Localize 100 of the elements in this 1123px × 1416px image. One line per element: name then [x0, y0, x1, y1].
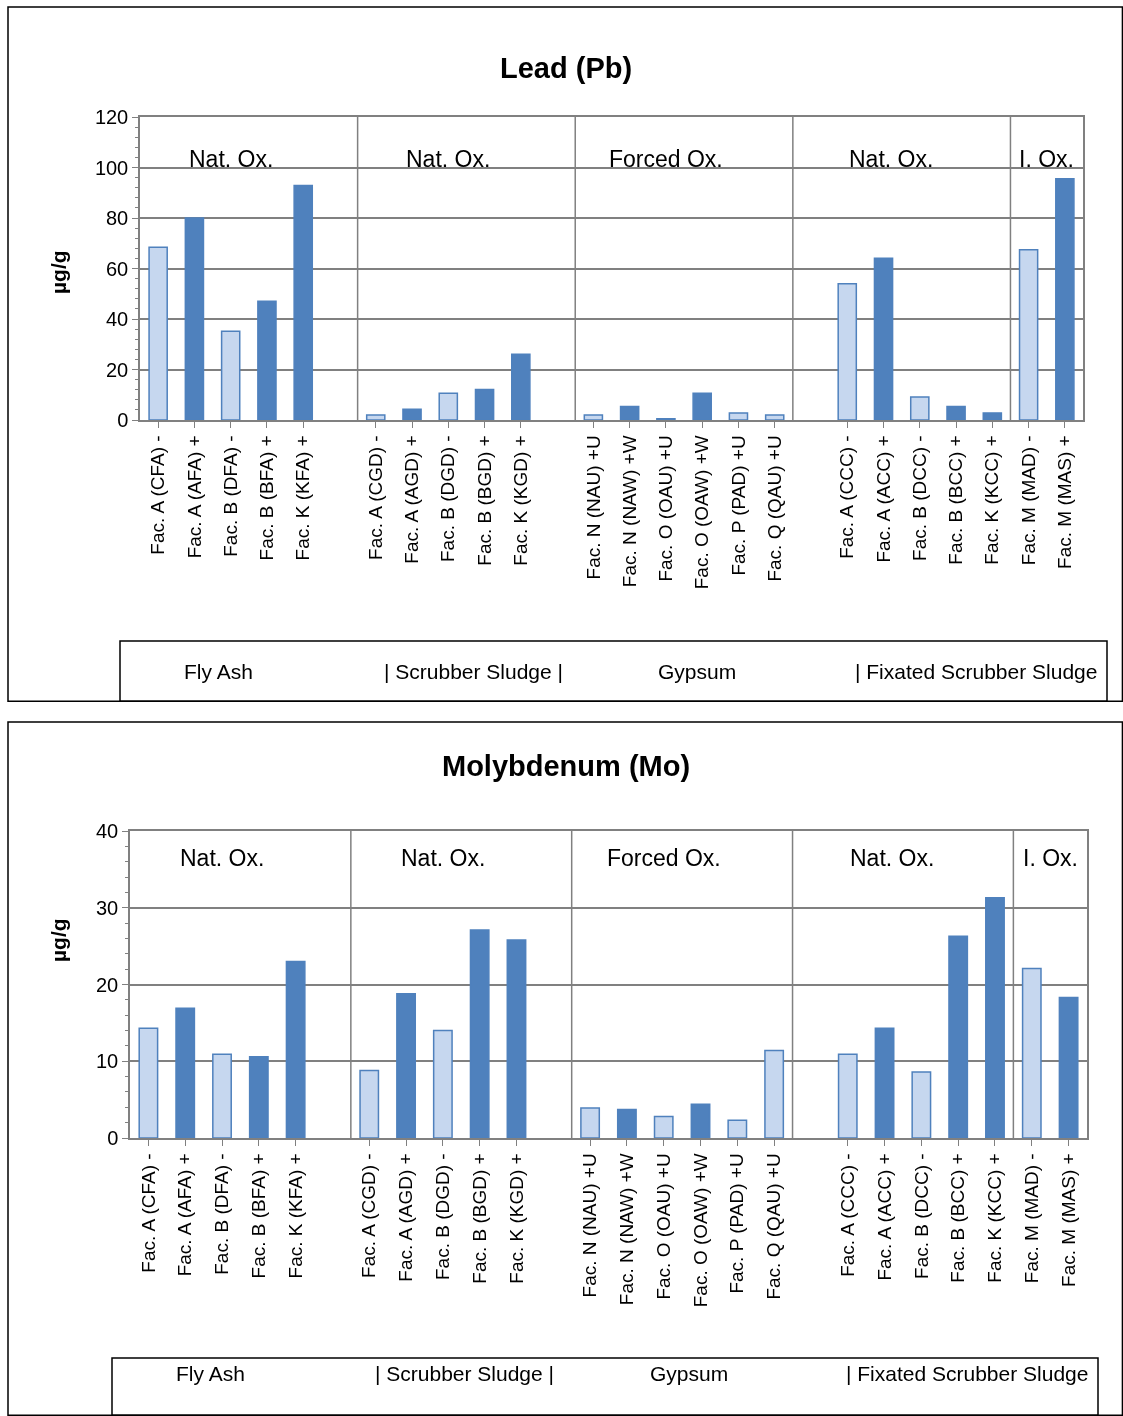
- text: | Fixated Scrubber Sludge: [846, 1362, 1089, 1385]
- x-tick-label: Fac. A (CGD) -: [364, 435, 386, 560]
- bar: [690, 1103, 711, 1138]
- x-tick-label: Fac. N (NAW) +W: [616, 1153, 638, 1306]
- x-tick-label: Fac. A (AGD) +: [395, 1153, 417, 1282]
- y-tick-label: 10: [96, 1050, 119, 1073]
- bar: [285, 960, 306, 1138]
- x-tick-label: Fac. B (BFA) +: [256, 435, 278, 561]
- bar: [1021, 967, 1042, 1138]
- bar: [511, 353, 531, 420]
- y-tick-label: 100: [94, 156, 129, 179]
- bar: [580, 1107, 601, 1138]
- bar: [764, 414, 785, 420]
- bar: [359, 1069, 380, 1138]
- text: Gypsum: [650, 1362, 729, 1385]
- x-tick-label: Fac. A (ACC) +: [872, 435, 894, 563]
- x-tick-label: Fac. A (AGD) +: [401, 435, 423, 564]
- x-tick-label: Fac. O (OAU) +U: [652, 1153, 674, 1300]
- x-tick-label: Fac. B (DFA) -: [219, 435, 241, 557]
- bar: [911, 1071, 932, 1138]
- bar: [982, 412, 1003, 420]
- x-tick-label: Fac. A (CGD) -: [358, 1153, 380, 1278]
- x-tick-label: Fac. K (KGD) +: [510, 435, 532, 566]
- bar: [946, 405, 966, 420]
- bar: [1055, 178, 1075, 420]
- x-tick-label: Fac. P (PAD) +U: [727, 435, 749, 576]
- annotation: I. Ox.: [1019, 146, 1074, 172]
- text: Gypsum: [658, 660, 737, 683]
- x-tick-label: Fac. B (DCC) -: [910, 1153, 932, 1279]
- x-tick-label: Fac. B (DFA) -: [211, 1153, 233, 1275]
- bar: [1058, 996, 1079, 1138]
- annotation: Nat. Ox.: [180, 845, 265, 871]
- x-tick-label: Fac. K (KCC) +: [984, 1153, 1006, 1283]
- x-tick-label: Fac. B (BFA) +: [248, 1153, 270, 1279]
- text: Fly Ash: [184, 660, 253, 683]
- y-tick-label: 30: [96, 896, 119, 919]
- bar: [402, 408, 422, 420]
- chart-title: Lead (Pb): [500, 52, 633, 84]
- bar: [948, 935, 969, 1138]
- bar: [138, 1027, 159, 1138]
- bar: [874, 1027, 895, 1138]
- y-tick-label: 40: [96, 820, 119, 842]
- bar: [257, 300, 277, 420]
- y-tick-label: 0: [107, 1127, 119, 1149]
- annotation: Nat. Ox.: [189, 146, 274, 172]
- annotation: Forced Ox.: [607, 845, 721, 871]
- x-tick-label: Fac. B (BGD) +: [473, 435, 495, 566]
- x-tick-label: Fac. O (OAW) +W: [691, 435, 713, 590]
- y-tick-label: 80: [106, 207, 129, 229]
- annotation: Nat. Ox.: [849, 146, 934, 172]
- x-tick-label: Fac. O (OAW) +W: [689, 1153, 711, 1308]
- x-tick-label: Fac. K (KFA) +: [284, 1153, 306, 1279]
- x-tick-label: Fac. A (CFA) -: [147, 435, 169, 555]
- x-tick-label: Fac. K (KCC) +: [981, 435, 1003, 565]
- x-tick-label: Fac. O (OAU) +U: [655, 435, 677, 582]
- bar: [764, 1049, 785, 1138]
- x-tick-label: Fac. B (BCC) +: [945, 435, 967, 565]
- x-tick-label: Fac. A (ACC) +: [873, 1153, 895, 1281]
- x-tick-label: Fac. B (DGD) -: [432, 1153, 454, 1281]
- annotation: Nat. Ox.: [401, 845, 486, 871]
- x-tick-label: Fac. Q (QAU) +U: [763, 435, 785, 582]
- text: Fly Ash: [176, 1362, 245, 1385]
- bar: [212, 1053, 232, 1138]
- x-tick-label: Fac. M (MAS) +: [1054, 435, 1076, 569]
- x-tick-label: Fac. N (NAU) +U: [579, 1153, 601, 1298]
- bar: [148, 246, 168, 420]
- bar: [438, 392, 459, 420]
- x-tick-label: Fac. A (CFA) -: [137, 1153, 159, 1273]
- y-tick-label: 60: [106, 257, 129, 280]
- x-tick-label: Fac. M (MAD) -: [1020, 1153, 1042, 1284]
- bar: [909, 396, 930, 420]
- bar: [727, 1119, 748, 1138]
- x-tick-label: Fac. N (NAW) +W: [618, 435, 640, 588]
- bar: [469, 929, 490, 1138]
- x-tick-label: Fac. M (MAD) -: [1017, 435, 1039, 566]
- x-tick-label: Fac. B (BGD) +: [468, 1153, 490, 1284]
- bar: [432, 1029, 453, 1138]
- y-tick-label: 0: [117, 409, 129, 431]
- bar: [692, 392, 712, 420]
- annotation: Nat. Ox.: [850, 845, 935, 871]
- x-tick-label: Fac. K (KGD) +: [505, 1153, 527, 1284]
- x-tick-label: Fac. B (DCC) -: [908, 435, 930, 561]
- annotation: I. Ox.: [1023, 845, 1078, 871]
- x-tick-label: Fac. N (NAU) +U: [582, 435, 604, 580]
- bar: [506, 939, 527, 1138]
- bar: [728, 412, 749, 420]
- annotation: Forced Ox.: [609, 146, 723, 172]
- x-tick-label: Fac. K (KFA) +: [292, 435, 314, 561]
- x-tick-label: Fac. P (PAD) +U: [726, 1153, 748, 1294]
- text: | Fixated Scrubber Sludge: [855, 660, 1098, 683]
- text: | Scrubber Sludge |: [384, 660, 564, 683]
- bar: [616, 1108, 637, 1138]
- bar: [583, 414, 604, 420]
- x-tick-label: Fac. B (BCC) +: [947, 1153, 969, 1283]
- bar: [837, 1053, 858, 1138]
- text: | Scrubber Sludge |: [375, 1362, 555, 1385]
- x-tick-label: Fac. A (AFA) +: [174, 1153, 196, 1277]
- y-axis-title: µg/g: [47, 918, 70, 962]
- annotation: Nat. Ox.: [406, 146, 491, 172]
- bar: [175, 1007, 196, 1138]
